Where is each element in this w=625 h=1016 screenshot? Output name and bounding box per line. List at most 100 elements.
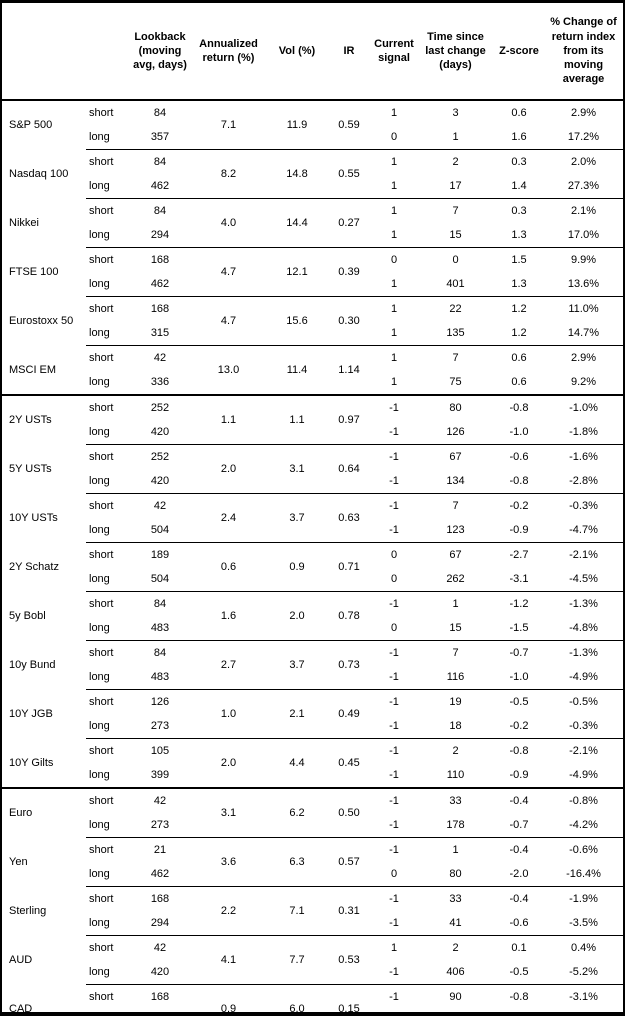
asset-name: CAD [9, 1002, 33, 1015]
pct-change-value-long: -4.7% [569, 524, 598, 536]
ir-value: 0.49 [327, 689, 371, 739]
asset-row-short: Euro short 42 3.1 6.2 0.50 -1 33 -0.4 -0.8% [2, 787, 623, 838]
signal-value-short: 1 [371, 149, 417, 174]
side-label-long: long [89, 573, 110, 585]
header-side [86, 3, 130, 101]
vol-value: 11.4 [267, 345, 327, 395]
lookback-value-long: 357 [150, 131, 170, 143]
time-since-value-long: 134 [446, 475, 465, 487]
signal-value-short: -1 [371, 886, 417, 911]
asset-row-short: Yen short 21 3.6 6.3 0.57 -1 1 -0.4 -0.6% [2, 837, 623, 887]
annualized-return-value: 1.6 [190, 591, 267, 641]
lookback-value-short: 21 [130, 837, 190, 862]
time-since-value-short: 1 [417, 591, 494, 616]
annualized-return-value: 2.7 [190, 640, 267, 690]
lookback-value-long: 462 [150, 868, 170, 880]
zscore-value-long: -1.1 [494, 1009, 544, 1012]
vol-value: 2.0 [267, 591, 327, 641]
signal-value-long: 0 [390, 573, 398, 585]
ir-value: 1.14 [327, 345, 371, 395]
header-vol: Vol (%) [267, 3, 327, 101]
zscore-value-short: -0.4 [494, 787, 544, 813]
asset-name: Eurostoxx 50 [9, 315, 74, 327]
zscore-value-long: -0.9 [509, 524, 529, 536]
asset-row-long: long 462 1 401 1.3 13.6% [2, 272, 623, 297]
asset-row-long: long 273 -1 18 -0.2 -0.3% [2, 714, 623, 739]
pct-change-value-short: -1.3% [544, 591, 623, 616]
vol-value: 14.4 [267, 198, 327, 248]
side-label-long: long [89, 671, 110, 683]
lookback-value-long: 420 [150, 426, 170, 438]
asset-name: AUD [9, 954, 33, 966]
pct-change-value-long: -7.1% [544, 1009, 623, 1012]
time-since-value-short: 7 [417, 345, 494, 370]
signal-value-short: -1 [371, 738, 417, 763]
vol-value: 7.1 [267, 886, 327, 936]
time-since-value-long: 15 [449, 622, 462, 634]
time-since-value-short: 90 [417, 984, 494, 1009]
asset-row-long: long 483 -1 116 -1.0 -4.9% [2, 665, 623, 690]
lookback-value-long: 483 [150, 622, 170, 634]
pct-change-value-long: 14.7% [567, 327, 600, 339]
zscore-value-short: 1.2 [494, 296, 544, 321]
signal-value-short: -1 [371, 837, 417, 862]
time-since-value-short: 3 [452, 107, 459, 119]
vol-value: 0.9 [267, 542, 327, 592]
side-label-long: long [89, 966, 110, 978]
asset-row-short: Eurostoxx 50 short 168 4.7 15.6 0.30 1 22 1.2 11.… [2, 296, 623, 346]
vol-value: 3.1 [267, 444, 327, 494]
pct-change-value-short: -2.1% [544, 738, 623, 763]
vol-value: 3.7 [267, 493, 327, 543]
zscore-value-long: -1.0 [509, 426, 529, 438]
pct-change-value-long: 9.2% [570, 376, 597, 388]
time-since-value-long: 123 [446, 524, 465, 536]
asset-row-long: long 504 -1 123 -0.9 -4.7% [2, 518, 623, 543]
asset-row-long: long 483 0 15 -1.5 -4.8% [2, 616, 623, 641]
vol-value: 7.7 [267, 935, 327, 985]
vol-value: 2.1 [267, 689, 327, 739]
ir-value: 0.97 [327, 394, 371, 445]
side-label-short: short [86, 247, 130, 272]
signal-value-short: 0 [371, 542, 417, 567]
time-since-value-long: 110 [446, 769, 465, 781]
zscore-value-short: 0.1 [494, 935, 544, 960]
zscore-value-long: 1.6 [511, 131, 527, 143]
annualized-return-value: 3.1 [190, 787, 267, 838]
header-ir: IR [327, 3, 371, 101]
signal-value-long: -1 [389, 426, 399, 438]
side-label-short: short [86, 493, 130, 518]
time-since-value-long: 17 [449, 180, 462, 192]
asset-row-short: 10Y Gilts short 105 2.0 4.4 0.45 -1 2 -0.8 -2.1% [2, 738, 623, 788]
asset-row-long: long 315 1 135 1.2 14.7% [2, 321, 623, 346]
annualized-return-value: 2.0 [190, 738, 267, 788]
pct-change-value-long: -4.2% [569, 819, 598, 831]
asset-row-short: FTSE 100 short 168 4.7 12.1 0.39 0 0 1.5 9.9% [2, 247, 623, 297]
time-since-value-short: 0 [417, 247, 494, 272]
pct-change-value-short: -1.6% [544, 444, 623, 469]
annualized-return-value: 8.2 [190, 149, 267, 199]
pct-change-value-short: 2.9% [570, 107, 597, 119]
asset-row-long: long 462 0 80 -2.0 -16.4% [2, 862, 623, 887]
annualized-return-value: 1.1 [190, 394, 267, 445]
lookback-value-short: 168 [130, 247, 190, 272]
table-header: Lookback (moving avg, days) Annualized r… [2, 3, 623, 101]
side-label-long: long [89, 524, 110, 536]
side-label-long: long [89, 131, 110, 143]
side-label-short: short [89, 107, 114, 119]
lookback-value-short: 84 [130, 198, 190, 223]
annualized-return-value: 4.7 [190, 247, 267, 297]
pct-change-value-short: -1.9% [544, 886, 623, 911]
ir-value: 0.55 [327, 149, 371, 199]
lookback-value-long: 504 [130, 1009, 190, 1012]
asset-name: Nasdaq 100 [9, 168, 69, 180]
annualized-return-value: 7.1 [220, 119, 237, 131]
time-since-value-long: 80 [449, 868, 462, 880]
momentum-signals-table: Lookback (moving avg, days) Annualized r… [2, 3, 623, 1015]
lookback-value-short: 168 [130, 296, 190, 321]
header-annualized-return: Annualized return (%) [190, 3, 267, 101]
asset-row-long: long 399 -1 110 -0.9 -4.9% [2, 763, 623, 788]
header-time-since: Time since last change (days) [417, 3, 494, 101]
zscore-value-short: 1.5 [494, 247, 544, 272]
side-label-long: long [89, 229, 110, 241]
